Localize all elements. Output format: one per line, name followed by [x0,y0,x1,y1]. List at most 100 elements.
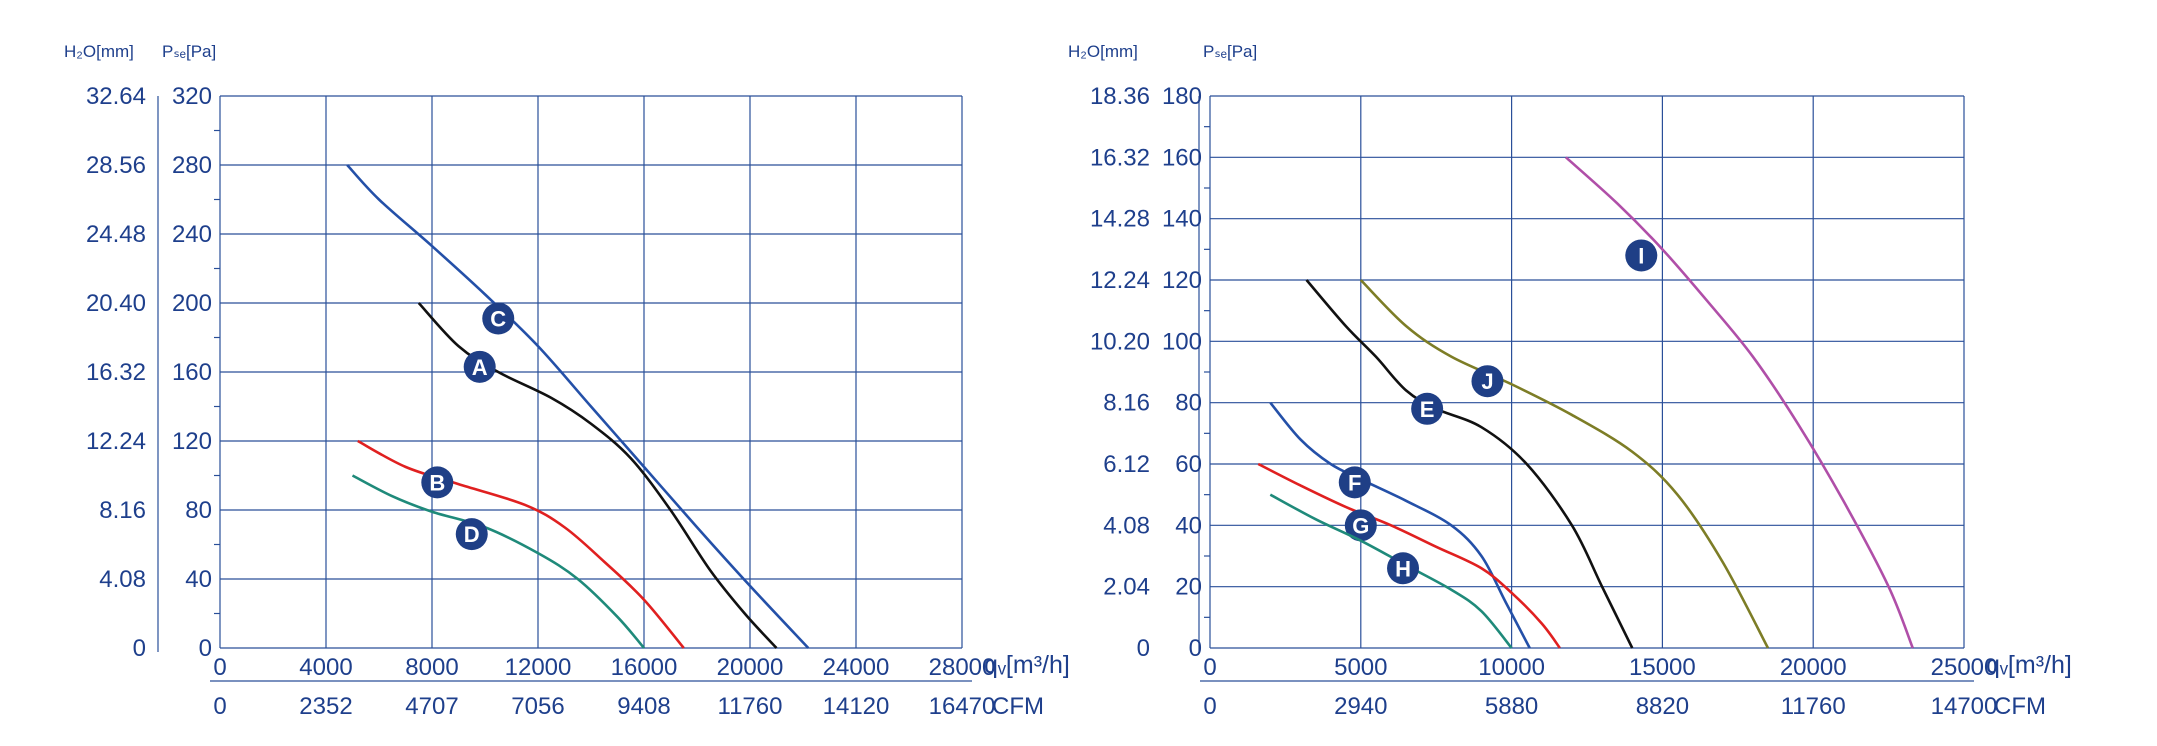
series-badge-D: D [455,518,488,551]
y-tick-label-mm: 8.16 [1103,390,1150,417]
series-line-C [346,164,810,649]
y-tick-label-pa: 0 [199,635,212,662]
y-tick-label-pa: 100 [1162,328,1202,355]
series-label: G [1352,513,1369,538]
series-label: F [1348,470,1361,495]
cfm-tick-label: 5880 [1485,693,1538,720]
x-tick-label: 20000 [1780,654,1847,681]
cfm-tick-label: 11760 [718,693,783,720]
series-label: I [1638,243,1644,268]
cfm-tick-label: 11760 [1781,693,1846,720]
badge-circle [1625,239,1658,272]
y-tick-label-pa: 40 [1175,512,1202,539]
x-tick-label: 24000 [823,654,890,681]
chart-left: H₂O[mm] Pₛₑ[Pa] 0 40 80 120 160 200 240 280 320 0 4.… [64,42,1070,720]
series-line-F [1269,401,1531,649]
badge-circle [482,302,515,335]
badge-circle [1387,552,1420,585]
y-tick-label-pa: 120 [172,428,212,455]
cfm-tick-label: 2940 [1334,693,1387,720]
badge-circle [1338,466,1371,499]
cfm-tick-label: 7056 [511,693,564,720]
y-tick-label-mm: 0 [1137,635,1150,662]
cfm-tick-label: 0 [213,693,226,720]
y-tick-label-mm: 0 [133,635,146,662]
x-tick-label: 25000 [1931,654,1998,681]
series-badge-I: I [1625,239,1658,272]
cfm-tick-label: 14120 [823,693,890,720]
badge-circle [1411,392,1444,425]
series-badge-G: G [1344,509,1377,542]
series-label: J [1481,369,1493,394]
x-tick-label: 4000 [299,654,352,681]
cfm-axis-title: CFM [1994,693,2046,720]
x-tick-label: 15000 [1629,654,1696,681]
badge-circle [463,350,496,383]
y-tick-label-pa: 120 [1162,267,1202,294]
series-label: D [464,522,480,547]
series-line-J [1359,279,1770,649]
series-badge-H: H [1387,552,1420,585]
cfm-tick-label: 4707 [405,693,458,720]
x-tick-label: 20000 [717,654,784,681]
x-axis-title: qᵥ[m³/h] [984,651,1070,679]
series-line-G [1257,462,1561,649]
series-line-E [1305,279,1634,649]
x-tick-label: 0 [1203,654,1216,681]
y-tick-label-mm: 12.24 [1090,267,1150,294]
y-tick-label-mm: 32.64 [86,83,146,110]
series-line-D [351,474,645,649]
x-tick-label: 16000 [611,654,678,681]
y-tick-label-pa: 0 [1189,635,1202,662]
y-tick-label-mm: 28.56 [86,152,146,179]
cfm-tick-label: 8820 [1636,693,1689,720]
badge-circle [1471,365,1504,398]
x-tick-label: 12000 [505,654,572,681]
y-tick-label-mm: 20.40 [86,290,146,317]
x-tick-label: 10000 [1478,654,1545,681]
badge-circle [421,466,454,499]
x-axis-title: qᵥ[m³/h] [1986,651,2072,679]
y-tick-label-pa: 140 [1162,206,1202,233]
series-label: E [1420,397,1435,422]
series-badge-B: B [421,466,454,499]
y-tick-label-pa: 20 [1175,574,1202,601]
cfm-tick-label: 16470 [929,693,996,720]
series-label: B [429,470,445,495]
y2-axis-title: H₂O[mm] [64,42,134,61]
y-tick-label-mm: 6.12 [1103,451,1150,478]
y-tick-label-pa: 160 [172,359,212,386]
x-tick-label: 0 [213,654,226,681]
series-label: C [490,307,506,332]
y-tick-label-mm: 16.32 [1090,144,1150,171]
x-tick-label: 5000 [1334,654,1387,681]
y-tick-label-mm: 4.08 [99,566,146,593]
series-badge-C: C [482,302,515,335]
badge-circle [455,518,488,551]
y2-axis-title: H₂O[mm] [1068,42,1138,61]
y-tick-label-pa: 200 [172,290,212,317]
cfm-tick-label: 0 [1203,693,1216,720]
y-tick-label-mm: 14.28 [1090,206,1150,233]
y-tick-label-mm: 18.36 [1090,83,1150,110]
cfm-tick-label: 14700 [1931,693,1998,720]
cfm-tick-label: 9408 [617,693,670,720]
y-tick-label-mm: 16.32 [86,359,146,386]
x-tick-label: 8000 [405,654,458,681]
x-tick-label: 28000 [929,654,996,681]
y-tick-label-pa: 160 [1162,144,1202,171]
series-line-I [1565,156,1914,649]
y-tick-label-mm: 2.04 [1103,574,1150,601]
y-tick-label-pa: 180 [1162,83,1202,110]
y-tick-label-mm: 4.08 [1103,512,1150,539]
y-tick-label-pa: 320 [172,83,212,110]
y-tick-label-pa: 80 [185,497,212,524]
cfm-axis-title: CFM [992,693,1044,720]
y-tick-label-pa: 80 [1175,390,1202,417]
series-label: A [472,355,488,380]
cfm-tick-label: 2352 [299,693,352,720]
series-badge-A: A [463,350,496,383]
y-tick-label-pa: 60 [1175,451,1202,478]
